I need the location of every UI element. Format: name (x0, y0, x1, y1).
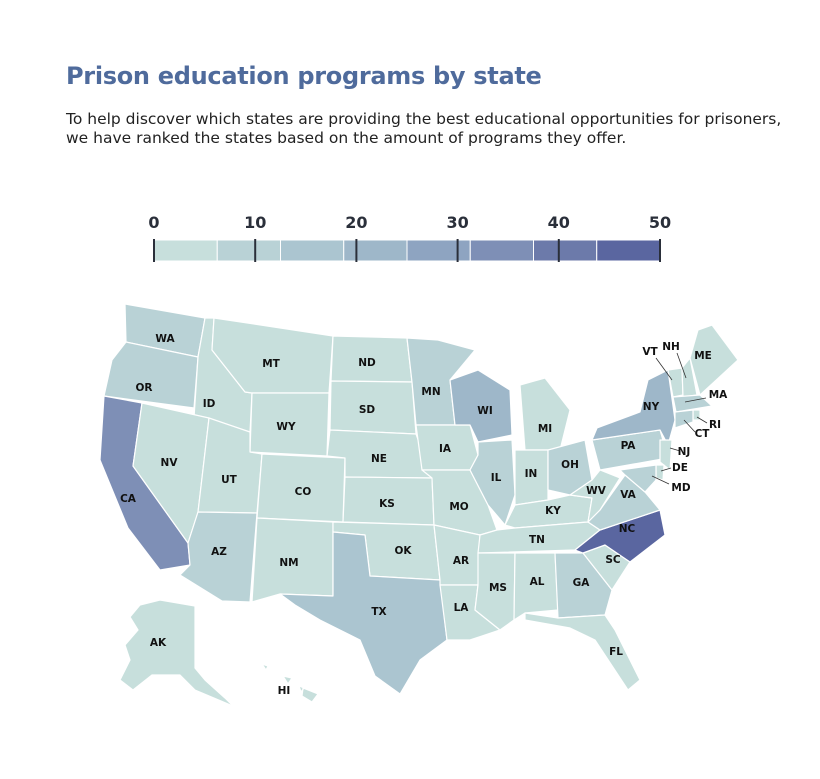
state-label-nc: NC (619, 523, 636, 535)
state-me[interactable] (689, 324, 739, 396)
state-label-nj: NJ (678, 446, 691, 458)
state-label-ri: RI (709, 419, 721, 431)
page-title: Prison education programs by state (66, 62, 542, 90)
state-mi[interactable] (519, 377, 571, 451)
state-label-ok: OK (394, 545, 412, 557)
legend-color-bar (153, 239, 661, 262)
state-label-id: ID (203, 398, 216, 410)
state-label-il: IL (491, 472, 502, 484)
legend-tick-label: 30 (446, 213, 468, 232)
state-label-nv: NV (161, 457, 179, 469)
state-label-tx: TX (371, 606, 386, 618)
state-label-ct: CT (695, 428, 711, 440)
state-ny[interactable] (591, 369, 676, 446)
legend-tick-label: 40 (548, 213, 570, 232)
state-label-mn: MN (421, 386, 440, 398)
state-label-ia: IA (439, 443, 452, 455)
state-label-me: ME (694, 350, 712, 362)
legend-swatch (343, 239, 408, 262)
state-md[interactable] (619, 464, 657, 493)
us-choropleth-map: WA OR CA ID NV MT WY UT AZ CO NM ND SD NE KS OK TX MN IA MO… (0, 290, 820, 774)
page-subtitle: To help discover which states are provid… (66, 110, 782, 147)
legend-tick-label: 50 (649, 213, 671, 232)
state-or[interactable] (103, 341, 199, 409)
state-ct[interactable] (674, 409, 694, 429)
state-label-nh: NH (662, 341, 680, 353)
legend-swatch (406, 239, 471, 262)
state-label-or: OR (135, 382, 152, 394)
state-label-vt: VT (642, 346, 658, 358)
legend-swatch (153, 239, 218, 262)
state-label-ca: CA (120, 493, 137, 505)
state-label-ak: AK (150, 637, 167, 649)
state-label-nm: NM (279, 557, 298, 569)
state-label-ms: MS (489, 582, 507, 594)
state-label-ar: AR (453, 555, 469, 567)
state-tx[interactable] (279, 531, 448, 695)
state-label-nd: ND (358, 357, 376, 369)
state-label-in: IN (525, 468, 538, 480)
state-label-wi: WI (477, 405, 493, 417)
legend-tick-label: 10 (244, 213, 266, 232)
state-label-ky: KY (545, 505, 561, 517)
legend-swatch (533, 239, 598, 262)
state-de[interactable] (655, 464, 665, 481)
state-label-wy: WY (276, 421, 296, 433)
state-label-wa: WA (155, 333, 175, 345)
legend-tick-label: 20 (345, 213, 367, 232)
state-label-tn: TN (529, 534, 545, 546)
state-labels: WA OR CA ID NV MT WY UT AZ CO NM ND SD NE KS OK TX MN IA MO… (120, 333, 728, 697)
state-nj[interactable] (659, 439, 673, 471)
state-label-mt: MT (262, 358, 280, 370)
state-fl[interactable] (524, 612, 641, 691)
state-label-ks: KS (379, 498, 395, 510)
state-label-ut: UT (221, 474, 238, 486)
state-wv[interactable] (569, 469, 621, 523)
color-legend: 0 10 20 30 40 50 (140, 205, 680, 275)
state-label-ny: NY (643, 401, 660, 413)
state-label-ga: GA (573, 577, 591, 589)
callout-leader-lines (651, 352, 708, 485)
legend-swatch (216, 239, 281, 262)
state-label-fl: FL (609, 646, 623, 658)
state-label-sd: SD (359, 404, 376, 416)
state-label-md: MD (671, 482, 690, 494)
state-label-al: AL (530, 576, 545, 588)
state-label-mo: MO (449, 501, 468, 513)
state-il[interactable] (469, 439, 516, 526)
state-label-oh: OH (561, 459, 579, 471)
state-al[interactable] (513, 552, 559, 621)
state-ak[interactable] (119, 599, 234, 707)
legend-tick-labels: 0 10 20 30 40 50 (148, 213, 671, 232)
state-label-de: DE (672, 462, 688, 474)
state-label-co: CO (295, 486, 312, 498)
state-label-wv: WV (586, 485, 607, 497)
state-label-va: VA (620, 489, 636, 501)
state-hi[interactable] (261, 663, 319, 703)
state-label-pa: PA (621, 440, 637, 452)
state-ma[interactable] (672, 394, 713, 413)
legend-swatch (596, 239, 661, 262)
state-label-sc: SC (605, 554, 621, 566)
state-label-ma: MA (709, 389, 728, 401)
state-label-hi: HI (278, 685, 291, 697)
legend-swatch (280, 239, 345, 262)
state-label-ne: NE (371, 453, 387, 465)
legend-swatch (469, 239, 534, 262)
state-label-az: AZ (211, 546, 227, 558)
state-wi[interactable] (449, 369, 513, 443)
legend-tick-label: 0 (148, 213, 159, 232)
state-label-la: LA (454, 602, 470, 614)
state-label-mi: MI (538, 423, 552, 435)
state-ga[interactable] (554, 552, 613, 619)
